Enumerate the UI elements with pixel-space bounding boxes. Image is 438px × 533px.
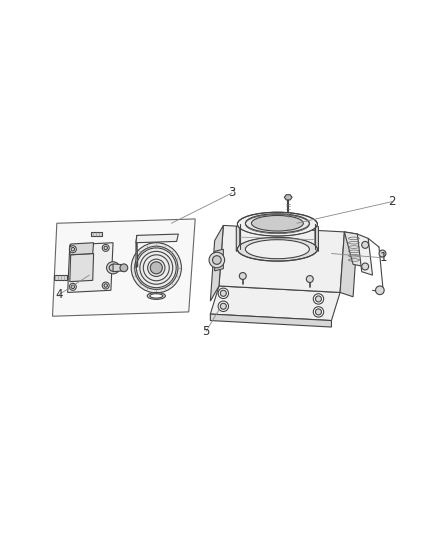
Polygon shape [67, 243, 113, 293]
Circle shape [315, 309, 321, 315]
Circle shape [69, 284, 76, 290]
Circle shape [209, 252, 225, 268]
Circle shape [212, 256, 221, 264]
Text: 5: 5 [202, 325, 210, 338]
Polygon shape [70, 254, 94, 281]
Circle shape [69, 246, 76, 253]
Bar [92, 232, 102, 236]
Circle shape [362, 241, 369, 248]
Text: 4: 4 [55, 288, 63, 301]
Polygon shape [236, 224, 240, 252]
Polygon shape [357, 234, 372, 275]
Polygon shape [210, 286, 340, 320]
Polygon shape [284, 195, 292, 200]
Circle shape [362, 263, 369, 270]
Circle shape [104, 246, 107, 249]
Bar [54, 275, 67, 280]
Text: 3: 3 [228, 187, 236, 199]
Circle shape [71, 247, 74, 251]
Text: 1: 1 [380, 252, 387, 264]
Circle shape [239, 272, 246, 279]
Polygon shape [344, 232, 364, 266]
Circle shape [313, 306, 324, 317]
Polygon shape [53, 219, 195, 316]
Circle shape [120, 264, 128, 272]
Polygon shape [219, 225, 344, 293]
Circle shape [131, 243, 181, 293]
Ellipse shape [245, 240, 309, 259]
Ellipse shape [245, 214, 309, 233]
Text: 2: 2 [388, 195, 396, 208]
Circle shape [102, 282, 109, 289]
Ellipse shape [251, 215, 304, 231]
Polygon shape [215, 249, 223, 271]
Polygon shape [315, 224, 318, 252]
Ellipse shape [237, 212, 318, 236]
Circle shape [104, 284, 107, 287]
Polygon shape [136, 236, 138, 268]
Circle shape [134, 246, 178, 289]
Circle shape [313, 294, 324, 304]
Circle shape [379, 250, 386, 257]
Circle shape [150, 262, 162, 274]
Ellipse shape [147, 293, 166, 300]
Circle shape [306, 276, 313, 282]
Ellipse shape [150, 294, 163, 298]
Polygon shape [210, 225, 223, 301]
Circle shape [375, 286, 384, 295]
Circle shape [71, 285, 74, 288]
Ellipse shape [106, 262, 120, 274]
Polygon shape [210, 314, 332, 327]
Circle shape [218, 301, 229, 311]
Circle shape [220, 303, 226, 309]
Circle shape [315, 296, 321, 302]
Circle shape [218, 288, 229, 298]
Circle shape [220, 290, 226, 296]
Polygon shape [136, 234, 178, 243]
Polygon shape [113, 264, 124, 272]
Polygon shape [70, 243, 94, 255]
Polygon shape [340, 232, 357, 297]
Ellipse shape [109, 264, 117, 271]
Ellipse shape [237, 237, 318, 261]
Circle shape [102, 245, 109, 252]
